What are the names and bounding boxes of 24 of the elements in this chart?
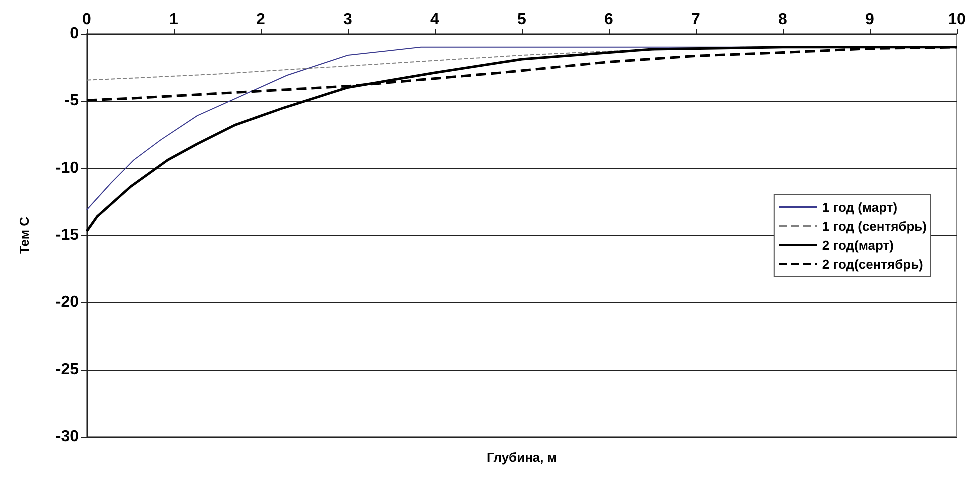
y-tick-label: -20 — [56, 294, 80, 312]
legend-label: 2 год(сентябрь) — [822, 257, 924, 272]
x-tick-label: 9 — [866, 12, 875, 28]
legend-label: 2 год(март) — [822, 238, 894, 253]
legend-label: 1 год (март) — [822, 200, 898, 215]
x-tick-label: 8 — [778, 12, 788, 28]
x-tick-label: 3 — [344, 12, 353, 28]
x-tick-label: 10 — [948, 12, 966, 28]
x-tick-label: 2 — [256, 12, 266, 28]
x-tick-label: 4 — [430, 12, 440, 28]
y-tick-label: -5 — [64, 92, 80, 110]
legend-label: 1 год (сентябрь) — [822, 219, 928, 234]
x-tick-label: 1 — [170, 12, 179, 28]
y-tick-label: -30 — [56, 428, 80, 446]
y-tick-label: 0 — [70, 26, 80, 42]
x-tick-label: 7 — [692, 12, 701, 28]
y-axis-title: Тем С — [17, 216, 32, 254]
y-tick-label: -15 — [56, 227, 80, 244]
y-tick-label: -10 — [56, 160, 80, 177]
x-axis-title: Глубина, м — [487, 450, 557, 465]
x-tick-label: 0 — [82, 12, 92, 28]
y-tick-label: -25 — [56, 361, 80, 378]
x-tick-label: 5 — [518, 12, 527, 28]
x-tick-label: 6 — [604, 12, 614, 28]
